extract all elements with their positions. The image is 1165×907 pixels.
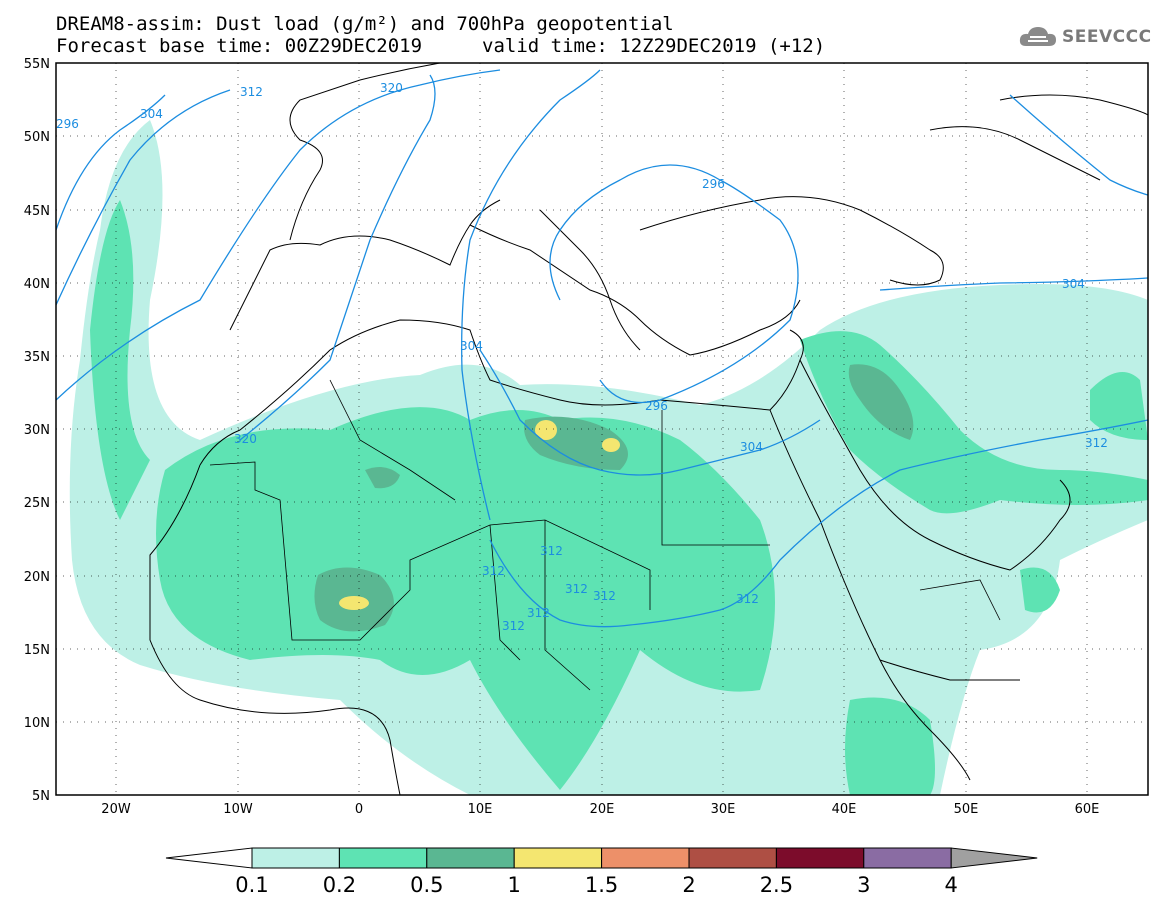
lon-tick-label: 50E [954, 802, 979, 817]
colorbar: 0.1 0.2 0.5 1 1.5 2 2.5 3 4 [165, 847, 1038, 897]
colorbar-swatch [688, 847, 777, 869]
colorbar-swatch [426, 847, 515, 869]
contour-label: 312 [1085, 436, 1108, 450]
lat-tick-label: 25N [24, 496, 50, 511]
colorbar-min-arrow [165, 847, 253, 869]
contour-label: 304 [460, 339, 483, 353]
lon-tick-label: 60E [1075, 802, 1100, 817]
colorbar-swatch [601, 847, 690, 869]
colorbar-label: 3 [857, 873, 870, 897]
contour-label: 320 [234, 432, 257, 446]
colorbar-swatch [251, 847, 340, 869]
colorbar-label: 1.5 [585, 873, 618, 897]
geopotential-contours [56, 69, 1148, 628]
lat-tick-label: 15N [24, 643, 50, 658]
lon-tick-label: 40E [832, 802, 857, 817]
lat-tick-label: 30N [24, 423, 50, 438]
colorbar-label: 2 [682, 873, 695, 897]
forecast-base-time: Forecast base time: 00Z29DEC2019 [56, 35, 423, 57]
colorbar-label: 1 [508, 873, 521, 897]
seevccc-logo: SEEVCCC [1018, 24, 1152, 50]
colorbar-swatch [338, 847, 428, 869]
borders [209, 379, 1001, 691]
contour-label: 296 [702, 177, 725, 191]
lat-tick-label: 55N [24, 57, 50, 72]
lon-tick-label: 30E [711, 802, 736, 817]
dust-high-layer [339, 420, 620, 610]
lon-tick-label: 20E [590, 802, 615, 817]
latitude-axis: 55N 50N 45N 40N 35N 30N 25N 20N 15N 10N … [24, 57, 50, 804]
lon-tick-label: 0 [355, 802, 363, 817]
lat-tick-label: 50N [24, 130, 50, 145]
contour-label: 312 [527, 606, 550, 620]
colorbar-label: 2.5 [760, 873, 793, 897]
contour-label: 312 [482, 564, 505, 578]
lon-tick-label: 20W [101, 802, 131, 817]
contour-label: 312 [502, 619, 525, 633]
contour-label: 320 [380, 81, 403, 95]
cloud-icon [1019, 27, 1056, 46]
colorbar-swatch [775, 847, 865, 869]
contour-label: 296 [645, 399, 668, 413]
longitude-axis: 20W 10W 0 10E 20E 30E 40E 50E 60E [101, 802, 1099, 817]
contour-label: 312 [240, 85, 263, 99]
colorbar-swatch [863, 847, 952, 869]
coastlines [149, 63, 1148, 795]
colorbar-label: 0.1 [235, 873, 268, 897]
lon-tick-label: 10E [468, 802, 493, 817]
valid-time: valid time: 12Z29DEC2019 (+12) [482, 35, 826, 57]
logo-text: SEEVCCC [1062, 27, 1152, 47]
colorbar-label: 0.2 [323, 873, 356, 897]
lat-tick-label: 45N [24, 204, 50, 219]
colorbar-label: 4 [945, 873, 958, 897]
colorbar-swatch [513, 847, 603, 869]
contour-label: 312 [736, 592, 759, 606]
contour-label: 296 [56, 117, 79, 131]
contour-label: 312 [593, 589, 616, 603]
contour-label: 312 [540, 544, 563, 558]
lat-tick-label: 40N [24, 277, 50, 292]
lat-tick-label: 10N [24, 716, 50, 731]
lat-tick-label: 20N [24, 570, 50, 585]
contour-label: 312 [565, 582, 588, 596]
lat-tick-label: 35N [24, 350, 50, 365]
contour-label: 304 [740, 440, 763, 454]
contour-label: 304 [140, 107, 163, 121]
lon-tick-label: 10W [223, 802, 253, 817]
contour-labels: 320 312 304 296 304 320 312 312 312 312 … [56, 81, 1108, 633]
contour-label: 304 [1062, 277, 1085, 291]
graticule [56, 63, 1148, 795]
map-frame [55, 62, 1149, 796]
lat-tick-label: 5N [32, 789, 50, 804]
colorbar-label: 0.5 [410, 873, 443, 897]
colorbar-max-arrow [950, 847, 1038, 869]
map-title: DREAM8-assim: Dust load (g/m²) and 700hP… [56, 13, 674, 35]
dust-shading [69, 120, 1148, 795]
